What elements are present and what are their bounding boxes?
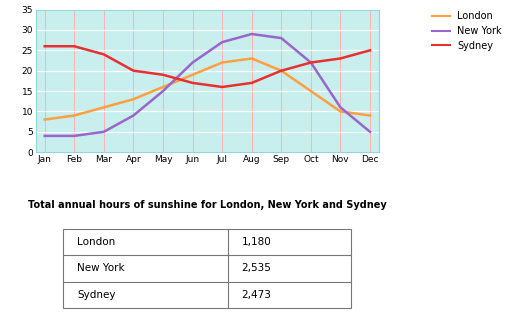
New York [131, 114, 137, 117]
Sydney [41, 44, 48, 48]
Sydney [249, 81, 255, 85]
Sydney [278, 69, 284, 73]
London [160, 85, 166, 89]
New York [160, 89, 166, 93]
Sydney [131, 69, 137, 73]
Text: New York: New York [77, 263, 124, 273]
Sydney [160, 73, 166, 77]
Text: London: London [77, 237, 115, 247]
New York [189, 61, 196, 64]
New York [101, 130, 107, 134]
New York [41, 134, 48, 138]
New York [249, 32, 255, 36]
London [249, 56, 255, 60]
London [219, 61, 225, 64]
Sydney [71, 44, 77, 48]
London [71, 114, 77, 117]
New York [367, 130, 373, 134]
Line: New York: New York [45, 34, 370, 136]
Line: London: London [45, 58, 370, 120]
Sydney [219, 85, 225, 89]
New York [278, 36, 284, 40]
Text: 2,535: 2,535 [242, 263, 271, 273]
Sydney [308, 61, 314, 64]
Legend: London, New York, Sydney: London, New York, Sydney [432, 11, 502, 51]
Text: 1,180: 1,180 [242, 237, 271, 247]
London [278, 69, 284, 73]
London [131, 97, 137, 101]
Sydney [101, 53, 107, 56]
London [308, 89, 314, 93]
Text: Sydney: Sydney [77, 290, 116, 300]
Text: Total annual hours of sunshine for London, New York and Sydney: Total annual hours of sunshine for Londo… [28, 200, 387, 210]
London [189, 73, 196, 77]
New York [71, 134, 77, 138]
Sydney [337, 56, 344, 60]
London [101, 106, 107, 109]
Sydney [367, 48, 373, 52]
New York [219, 40, 225, 44]
Text: 2,473: 2,473 [242, 290, 271, 300]
London [337, 109, 344, 113]
Sydney [189, 81, 196, 85]
New York [337, 106, 344, 109]
London [41, 118, 48, 122]
New York [308, 61, 314, 64]
London [367, 114, 373, 117]
Line: Sydney: Sydney [45, 46, 370, 87]
